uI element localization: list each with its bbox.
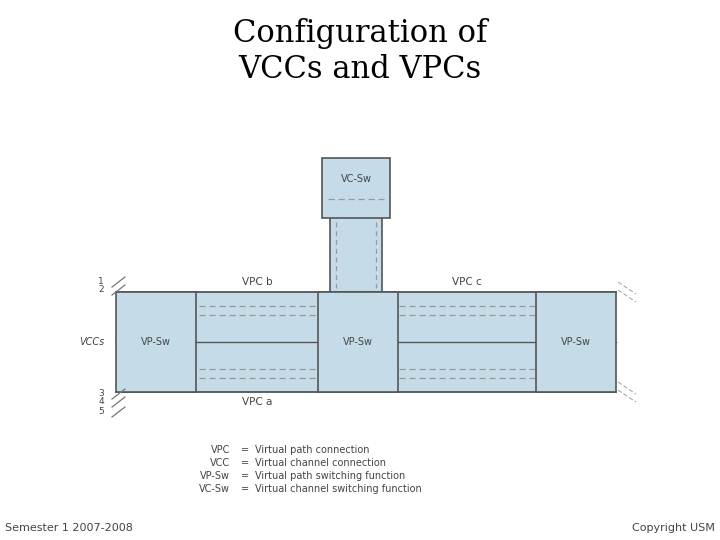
Text: Copyright USM: Copyright USM bbox=[632, 523, 715, 533]
Text: 2: 2 bbox=[99, 286, 104, 294]
Text: =: = bbox=[241, 445, 249, 455]
Bar bbox=[330, 218, 382, 292]
Text: Virtual channel connection: Virtual channel connection bbox=[255, 458, 386, 468]
Text: VP-Sw: VP-Sw bbox=[561, 337, 591, 347]
Text: VP-Sw: VP-Sw bbox=[141, 337, 171, 347]
Text: VCCs: VCCs bbox=[78, 337, 104, 347]
Bar bbox=[318, 292, 398, 392]
Text: =: = bbox=[241, 484, 249, 494]
Text: VP-Sw: VP-Sw bbox=[200, 471, 230, 481]
Text: 1: 1 bbox=[98, 278, 104, 287]
Text: VPC b: VPC b bbox=[242, 277, 272, 287]
Text: Virtual path switching function: Virtual path switching function bbox=[255, 471, 405, 481]
Text: VPC c: VPC c bbox=[452, 277, 482, 287]
Text: Configuration of
VCCs and VPCs: Configuration of VCCs and VPCs bbox=[233, 18, 487, 85]
Text: Virtual path connection: Virtual path connection bbox=[255, 445, 369, 455]
Bar bbox=[116, 292, 196, 392]
Text: VCC: VCC bbox=[210, 458, 230, 468]
Text: 5: 5 bbox=[98, 408, 104, 416]
Text: 4: 4 bbox=[99, 397, 104, 407]
Text: =: = bbox=[241, 458, 249, 468]
Text: VPC a: VPC a bbox=[242, 397, 272, 407]
Text: 3: 3 bbox=[98, 389, 104, 399]
Text: Semester 1 2007-2008: Semester 1 2007-2008 bbox=[5, 523, 133, 533]
Bar bbox=[322, 158, 390, 218]
Text: VPC: VPC bbox=[211, 445, 230, 455]
Text: =: = bbox=[241, 471, 249, 481]
Text: VP-Sw: VP-Sw bbox=[343, 337, 373, 347]
Text: VC-Sw: VC-Sw bbox=[199, 484, 230, 494]
Text: VC-Sw: VC-Sw bbox=[341, 174, 372, 184]
Bar bbox=[116, 292, 616, 392]
Bar bbox=[536, 292, 616, 392]
Text: Virtual channel switching function: Virtual channel switching function bbox=[255, 484, 422, 494]
